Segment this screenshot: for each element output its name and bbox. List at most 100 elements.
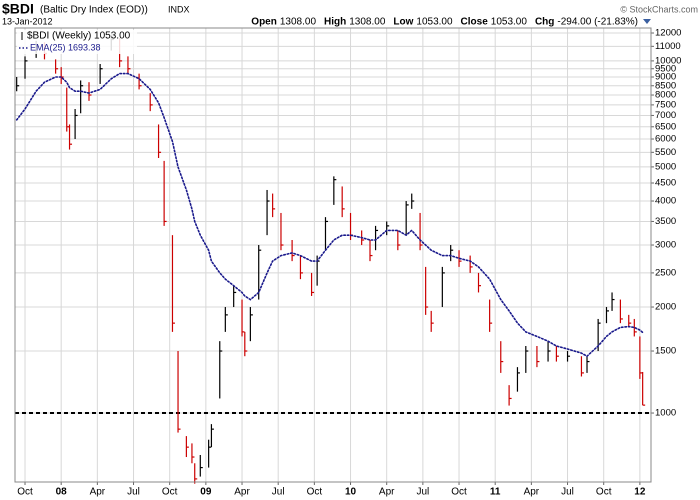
quote-value: 1308.00: [280, 17, 317, 28]
x-tick-label: 08: [56, 487, 68, 498]
y-tick-label: 11000: [655, 41, 681, 52]
price-bar: [99, 63, 103, 84]
price-bar: [508, 385, 512, 406]
y-tick-label: 1500: [655, 346, 676, 357]
price-bar: [74, 109, 78, 140]
price-bar: [374, 225, 379, 251]
price-bar: [163, 160, 167, 226]
ema-line: [15, 72, 644, 358]
price-bar: [224, 307, 228, 332]
price-bar: [411, 193, 415, 209]
quote-value: 1053.00: [491, 17, 528, 28]
price-bar: [249, 307, 253, 342]
x-tick-label: Oct: [162, 487, 178, 498]
price-bar: [272, 193, 276, 218]
price-bar: [66, 87, 70, 132]
price-bar: [525, 346, 529, 373]
x-tick-label: Apr: [524, 487, 540, 498]
price-bar: [157, 124, 162, 158]
legend-label: EMA(25) 1693.38: [30, 42, 101, 52]
price-bar: [605, 307, 609, 324]
y-tick-label: 1000: [655, 408, 676, 419]
y-tick-label: 2000: [655, 302, 676, 313]
price-bar: [500, 341, 504, 373]
price-bar: [341, 186, 345, 218]
y-tick-label: 4500: [655, 178, 676, 189]
y-tick-label: 8000: [655, 90, 676, 101]
quote-label: Open: [251, 17, 277, 28]
price-bar: [244, 331, 248, 357]
price-bar: [516, 367, 520, 392]
quote-value: 1308.00: [349, 17, 386, 28]
subtitle: (Baltic Dry Index (EOD)): [40, 5, 148, 16]
price-bar: [291, 240, 295, 262]
quote-value: -294.00 (-21.83%): [557, 17, 638, 28]
price-bar: [177, 351, 181, 433]
x-tick-label: Apr: [234, 487, 250, 498]
menu-arrow[interactable]: [643, 19, 651, 24]
price-bar: [430, 310, 434, 332]
price-bar: [477, 272, 482, 293]
x-tick-label: Jul: [127, 487, 140, 498]
legend-box: [17, 30, 137, 54]
date: 13-Jan-2012: [2, 16, 53, 26]
price-bar: [469, 255, 473, 273]
price-bar: [16, 77, 20, 92]
price-bar: [233, 285, 237, 308]
price-bar: [299, 255, 303, 280]
exchange: INDX: [168, 4, 190, 14]
price-bar: [191, 443, 195, 464]
x-tick-label: Oct: [307, 487, 323, 498]
quote-label: High: [324, 17, 346, 28]
price-bar: [149, 93, 153, 112]
y-tick-label: 10000: [655, 55, 681, 66]
plot-frame: [14, 27, 652, 483]
x-tick-label: Jul: [561, 487, 574, 498]
price-bar: [199, 455, 203, 477]
price-bar: [386, 221, 390, 236]
price-bar: [489, 299, 493, 332]
price-bar: [138, 73, 142, 90]
x-tick-label: 09: [200, 487, 212, 498]
price-bar: [185, 436, 189, 458]
price-bar: [450, 245, 454, 262]
price-bar: [68, 124, 73, 150]
price-bar: [55, 59, 59, 74]
x-tick-label: Apr: [379, 487, 395, 498]
y-tick-label: 9500: [655, 63, 676, 74]
price-bar: [425, 266, 429, 315]
price-bar: [405, 201, 409, 236]
x-tick-label: Oct: [451, 487, 467, 498]
y-tick-label: 8500: [655, 80, 676, 91]
price-bar: [628, 314, 632, 328]
y-tick-label: 6500: [655, 121, 676, 132]
price-bar: [397, 230, 401, 251]
x-tick-label: Apr: [90, 487, 106, 498]
price-bar: [555, 346, 559, 362]
price-bar: [208, 439, 212, 468]
x-tick-label: Jul: [416, 487, 429, 498]
price-bar: [619, 299, 623, 324]
price-bar: [24, 56, 28, 79]
price-bar: [441, 266, 445, 308]
x-tick-label: 11: [490, 487, 501, 498]
price-bar: [219, 341, 223, 399]
price-bar: [633, 318, 637, 337]
price-bar: [566, 351, 571, 362]
price-bar: [127, 56, 131, 74]
price-bar: [88, 82, 92, 101]
price-bar: [639, 336, 643, 379]
price-bar: [266, 189, 270, 236]
price-bar: [280, 212, 284, 251]
price-bar: [324, 217, 328, 251]
x-tick-label: Jul: [272, 487, 285, 498]
price-bar: [310, 272, 315, 296]
x-tick-label: 12: [634, 487, 646, 498]
price-bar: [194, 463, 198, 484]
price-bar: [369, 240, 373, 262]
credit: © StockCharts.com: [620, 4, 698, 14]
x-tick-label: Oct: [17, 487, 33, 498]
y-tick-label: 3000: [655, 240, 676, 251]
y-tick-label: 9000: [655, 72, 676, 83]
price-bar: [642, 371, 646, 406]
